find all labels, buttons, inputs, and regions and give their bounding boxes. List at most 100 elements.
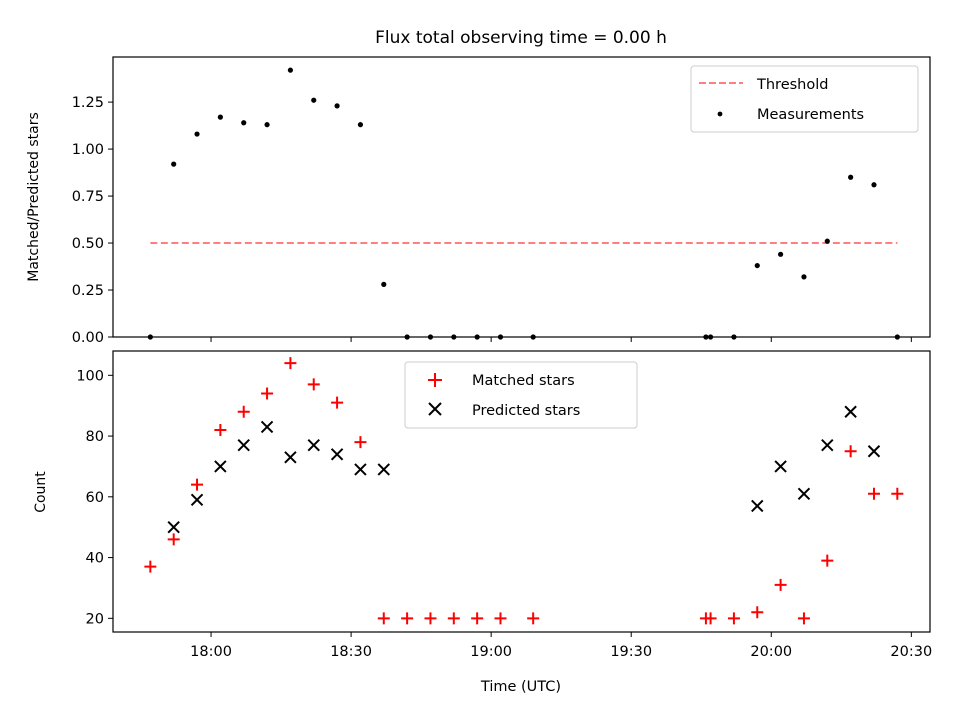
measurement-point [264, 122, 270, 128]
matched-legend-swatch [428, 373, 442, 387]
x-tick-label: 19:00 [470, 644, 512, 660]
measurement-point [217, 114, 223, 120]
predicted-star-point [167, 520, 180, 534]
predicted-star-point [237, 438, 250, 452]
matched-star-point [471, 612, 484, 625]
ratio-y-tick-label: 1.00 [72, 142, 104, 158]
predicted-star-point [190, 493, 204, 507]
measurement-point [427, 334, 434, 340]
ratio-y-tick-label: 0.25 [72, 283, 104, 299]
predicted-star-point [751, 499, 764, 513]
measurement-point [147, 334, 153, 340]
measurement-point [530, 334, 536, 340]
ratio-y-tick-label: 0.00 [72, 330, 104, 346]
threshold-legend-label: Threshold [756, 77, 828, 93]
matched-star-point [751, 606, 764, 619]
predicted-star-point [330, 448, 344, 461]
measurement-point [194, 131, 200, 137]
ratio-y-axis-label: Matched/Predicted stars [26, 112, 42, 282]
matched-star-point [191, 478, 204, 491]
measurement-point [824, 238, 830, 244]
count-x-ticks: 18:00 18:30 19:00 19:30 20:00 20:30 [190, 632, 932, 660]
predicted-legend-label: Predicted stars [472, 403, 580, 419]
matched-star-point [527, 612, 540, 625]
matched-star-point [377, 612, 390, 625]
count-panel: 20 40 60 80 100 18:00 18:30 19:00 19:30 20:00 20:… [33, 350, 932, 695]
predicted-star-point [377, 463, 390, 476]
predicted-legend-swatch [428, 402, 442, 416]
measurement-point [801, 274, 807, 280]
predicted-star-point [284, 451, 297, 464]
ratio-y-tick-label: 0.75 [72, 189, 104, 205]
matched-star-point [844, 445, 857, 458]
x-tick-label: 20:00 [750, 644, 792, 660]
matched-star-point [214, 423, 227, 436]
measurement-point [894, 334, 900, 340]
count-y-axis-label: Count [33, 471, 49, 513]
ratio-y-tick-label: 1.25 [72, 95, 104, 111]
predicted-star-point [214, 460, 227, 473]
matched-star-point [494, 612, 507, 625]
measurement-point [404, 334, 410, 340]
chart-title: Flux total observing time = 0.00 h [375, 28, 667, 48]
count-y-tick-label: 80 [86, 429, 104, 445]
ratio-legend-box [690, 65, 919, 133]
measurement-point [357, 122, 364, 128]
ratio-panel: 0.00 0.25 0.50 0.75 1.00 1.25 Matched/Predict… [26, 56, 931, 346]
count-y-tick-label: 20 [86, 611, 104, 627]
measurements-legend-label: Measurements [757, 107, 864, 123]
predicted-star-point [797, 487, 811, 500]
predicted-star-point [307, 438, 320, 452]
measurement-point [848, 174, 854, 180]
count-marks [144, 357, 904, 625]
measurement-point [707, 334, 714, 340]
measurement-point [731, 334, 737, 340]
matched-star-point [704, 612, 717, 625]
predicted-star-point [774, 460, 787, 473]
measurement-point [287, 67, 294, 73]
ratio-y-ticks: 0.00 0.25 0.50 0.75 1.00 1.25 [72, 95, 113, 346]
matched-star-point [401, 612, 414, 625]
matched-star-point [144, 560, 157, 573]
ratio-marks [147, 67, 900, 340]
matched-star-point [424, 612, 437, 625]
predicted-star-point [821, 438, 834, 452]
count-legend-box [404, 361, 638, 429]
measurement-point [381, 281, 387, 287]
measurement-point [171, 161, 177, 167]
measurement-point [497, 334, 504, 340]
matched-star-point [867, 487, 880, 500]
matched-star-point [261, 387, 274, 400]
measurements-legend-swatch [717, 111, 723, 117]
measurement-point [334, 103, 340, 109]
measurement-point [241, 120, 247, 126]
x-tick-label: 20:30 [890, 644, 932, 660]
count-legend: Matched stars Predicted stars [404, 361, 638, 429]
matched-legend-label: Matched stars [472, 373, 575, 389]
measurement-point [778, 251, 784, 257]
measurement-point [451, 334, 457, 340]
ratio-plot-frame [112, 56, 931, 338]
matched-star-point [354, 436, 367, 449]
ratio-y-tick-label: 0.50 [72, 236, 104, 252]
x-axis-label: Time (UTC) [480, 679, 561, 695]
count-y-ticks: 20 40 60 80 100 [76, 368, 113, 627]
count-y-tick-label: 100 [76, 368, 104, 384]
ratio-legend: Threshold Measurements [690, 65, 919, 133]
measurement-point [311, 97, 317, 103]
matched-star-point [447, 612, 460, 625]
predicted-star-point [354, 463, 367, 476]
measurement-point [871, 182, 877, 188]
matched-star-point [237, 405, 250, 418]
measurement-point [474, 334, 480, 340]
matched-star-point [307, 378, 320, 391]
matched-star-point [797, 612, 810, 625]
x-tick-label: 18:00 [190, 644, 232, 660]
measurement-point [703, 334, 709, 340]
predicted-star-point [260, 420, 274, 434]
count-plot-frame [112, 350, 931, 633]
predicted-star-point [867, 445, 881, 458]
measurement-point [754, 262, 760, 269]
count-y-tick-label: 60 [86, 490, 104, 506]
